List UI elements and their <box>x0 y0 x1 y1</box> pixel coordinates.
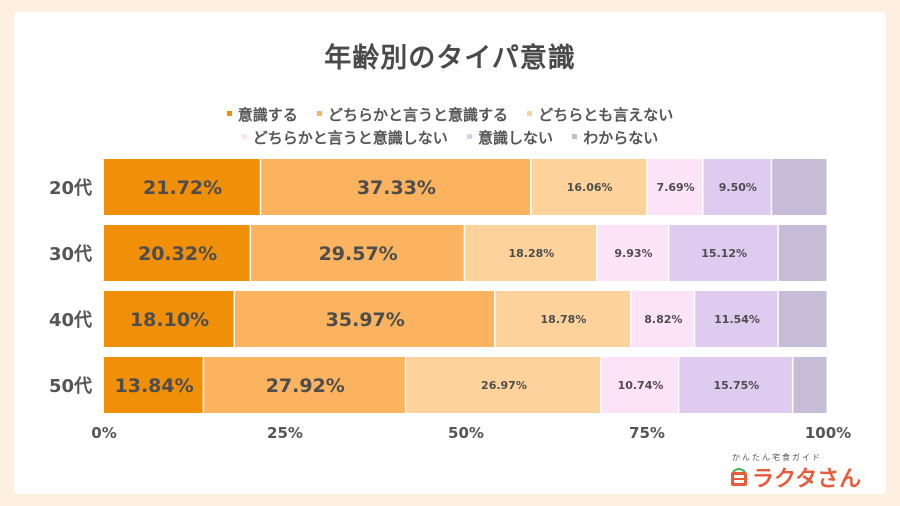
legend-swatch <box>572 134 578 139</box>
legend-item: 意識する <box>226 104 298 125</box>
brand-name: ラクタさん <box>752 467 862 492</box>
data-label: 15.75% <box>713 379 759 392</box>
bar-segment <box>531 159 647 215</box>
category-label: 30代 <box>49 244 92 265</box>
bar-segment <box>104 159 260 215</box>
bar-segment <box>778 225 827 281</box>
bar-segment <box>406 357 601 413</box>
legend-item: どちらかと言うと意識する <box>316 104 508 125</box>
bar-segment <box>695 291 778 347</box>
legend-swatch <box>527 111 533 116</box>
x-tick-label: 100% <box>805 424 851 442</box>
legend: どちらかと言うと意識しない 意識しない わからない <box>0 127 900 148</box>
legend-item: 意識しない <box>466 127 553 148</box>
category-label: 20代 <box>49 178 92 199</box>
bar-segment <box>495 291 630 347</box>
data-label: 9.50% <box>719 181 757 194</box>
lunchbox-icon <box>731 468 747 486</box>
data-label: 16.06% <box>567 181 613 194</box>
bar-segment <box>104 225 250 281</box>
data-label: 18.28% <box>508 247 554 260</box>
bar-segment <box>793 357 827 413</box>
x-tick-label: 75% <box>629 424 665 442</box>
data-label: 18.10% <box>130 309 209 331</box>
data-label: 7.69% <box>657 181 695 194</box>
brand-tagline: かんたん宅食ガイド <box>732 453 822 462</box>
bar-segment <box>261 159 531 215</box>
bar-segment <box>703 159 771 215</box>
data-label: 10.74% <box>618 379 664 392</box>
data-label: 15.12% <box>701 247 747 260</box>
legend-label: どちらかと言うと意識しない <box>252 129 448 147</box>
bar-segment <box>679 357 792 413</box>
bar-segment <box>597 225 668 281</box>
data-label: 26.97% <box>481 379 527 392</box>
legend-label: わからない <box>583 129 659 147</box>
bar-segment <box>235 291 494 347</box>
data-label: 29.57% <box>319 243 398 265</box>
x-tick-label: 25% <box>267 424 303 442</box>
legend-swatch <box>466 134 472 139</box>
bar-segment <box>104 291 234 347</box>
bar-segment <box>465 225 597 281</box>
category-label: 40代 <box>49 310 92 331</box>
legend-label: 意識しない <box>477 129 553 147</box>
legend-label: 意識する <box>237 106 298 124</box>
legend-label: どちらかと言うと意識する <box>327 106 508 124</box>
bar-segment <box>204 357 405 413</box>
legend: 意識する どちらかと言うと意識する どちらとも言えない <box>0 104 900 125</box>
bar-segment <box>251 225 464 281</box>
data-label: 20.32% <box>138 243 217 265</box>
legend-label: どちらとも言えない <box>538 106 674 124</box>
bar-segment <box>669 225 778 281</box>
category-label: 50代 <box>49 376 92 397</box>
x-tick-label: 50% <box>448 424 484 442</box>
legend-swatch <box>316 111 322 116</box>
data-label: 8.82% <box>644 313 682 326</box>
bar-segment <box>601 357 678 413</box>
x-tick-label: 0% <box>91 424 116 442</box>
legend-item: わからない <box>572 127 658 148</box>
data-label: 13.84% <box>115 375 194 397</box>
brand-logo: かんたん宅食ガイド ラクタさん <box>728 452 868 496</box>
bar-segment <box>647 159 702 215</box>
legend-swatch <box>226 111 232 116</box>
data-label: 18.78% <box>541 313 587 326</box>
bar-segment <box>631 291 694 347</box>
bar-segment <box>772 159 827 215</box>
data-label: 35.97% <box>326 309 405 331</box>
bar-segment <box>104 357 203 413</box>
legend-swatch <box>241 134 247 139</box>
data-label: 21.72% <box>143 177 222 199</box>
bar-segment <box>778 291 827 347</box>
legend-item: どちらとも言えない <box>527 104 673 125</box>
legend-item: どちらかと言うと意識しない <box>241 127 448 148</box>
data-label: 11.54% <box>714 313 760 326</box>
data-label: 9.93% <box>614 247 652 260</box>
data-label: 37.33% <box>357 177 436 199</box>
data-label: 27.92% <box>266 375 345 397</box>
chart-title: 年齢別のタイパ意識 <box>324 43 576 74</box>
